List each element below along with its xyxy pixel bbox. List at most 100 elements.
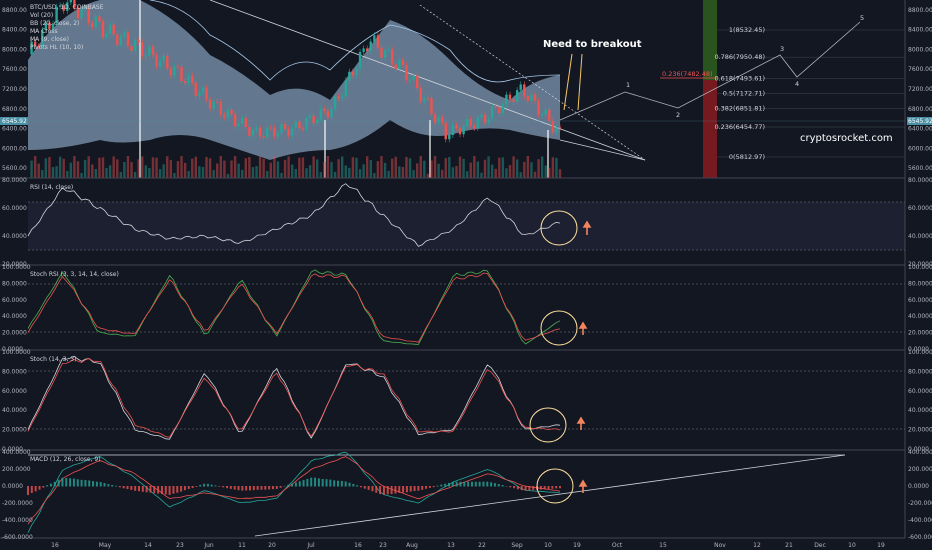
candle-body	[94, 16, 98, 27]
candle-body	[73, 0, 76, 8]
elliott-projection	[559, 21, 861, 121]
x-axis-tick: Aug	[406, 542, 418, 549]
candle-body	[512, 99, 515, 102]
candle-body	[133, 40, 137, 51]
candle-body	[515, 90, 519, 102]
price-tag-right: 6545.92	[908, 118, 932, 125]
y-axis-tick-left: 0.0000	[2, 483, 23, 490]
macd-histogram-bar	[375, 486, 378, 493]
volume-bar	[248, 157, 251, 178]
candle-body	[341, 96, 344, 99]
candle-body	[316, 119, 319, 124]
macd-histogram-bar	[210, 484, 213, 487]
volume-bar	[530, 162, 533, 178]
volume-bar	[348, 167, 351, 178]
candle-body	[483, 114, 487, 123]
legend-ma-cross: MA Cross	[30, 28, 58, 35]
volume-bar	[162, 164, 165, 178]
indicator-series-line	[27, 183, 561, 247]
candle-body	[173, 66, 176, 76]
candle-body	[405, 65, 408, 81]
candle-body	[51, 23, 55, 30]
macd-histogram-bar	[547, 486, 550, 490]
y-axis-tick-left: 20.0000	[2, 261, 27, 268]
volume-bar	[544, 165, 547, 178]
volume-bar	[37, 163, 40, 178]
rsi-title: RSI (14, close)	[30, 184, 73, 191]
x-axis-tick: Jul	[306, 542, 315, 549]
legend-pivots: Pivots HL (10, 10)	[30, 44, 83, 51]
candle-body	[262, 136, 265, 138]
y-axis-tick-left: 80.0000	[2, 368, 27, 375]
y-axis-tick-left: 20.0000	[2, 330, 27, 337]
candle-body	[269, 127, 272, 129]
volume-bar	[176, 161, 180, 178]
candle-body	[415, 75, 419, 89]
rsi-circle	[540, 210, 578, 246]
candle-body	[473, 125, 476, 129]
y-axis-tick-right: 80.0000	[908, 280, 932, 287]
volume-bar	[251, 167, 255, 178]
volume-bar	[508, 165, 512, 178]
y-axis-tick-right: 60.0000	[908, 388, 932, 395]
macd-histogram-bar	[432, 486, 435, 488]
volume-bar	[301, 157, 305, 178]
wave-label-3: 3	[780, 45, 784, 53]
x-axis-tick: 19	[573, 542, 581, 549]
volume-bar	[480, 172, 483, 178]
trendline-top	[209, 0, 646, 161]
candle-body	[233, 114, 237, 127]
macd-histogram-bar	[417, 486, 420, 491]
candle-body	[33, 41, 37, 47]
candle-body	[137, 40, 140, 43]
price-tick-right: 6400.00	[908, 126, 932, 133]
volume-bar	[337, 159, 340, 178]
macd-histogram-bar	[134, 486, 137, 491]
trendline-dotted	[419, 4, 646, 161]
macd-histogram-bar	[95, 481, 98, 487]
macd-histogram-bar	[398, 486, 401, 493]
y-axis-tick-left: 80.0000	[2, 177, 27, 184]
price-tick-right: 8000.00	[908, 46, 932, 53]
candle-body	[216, 101, 219, 103]
macd-histogram-bar	[34, 486, 37, 492]
x-axis-tick: Nov	[714, 542, 726, 549]
macd-histogram-bar	[172, 486, 175, 494]
macd-histogram-bar	[160, 486, 163, 495]
candle-body	[41, 30, 44, 47]
volume-bar	[383, 162, 387, 178]
y-axis-tick-left: 20.0000	[2, 427, 27, 434]
candle-body	[116, 34, 119, 45]
legend-vol: Vol (20)	[30, 12, 53, 19]
candle-body	[212, 101, 215, 109]
macd-histogram-bar	[279, 486, 282, 488]
candle-body	[544, 109, 547, 115]
candle-body	[148, 46, 151, 56]
volume-bar	[419, 156, 422, 178]
y-axis-tick-right: 0.0000	[908, 483, 929, 490]
y-axis-tick-right: 100.0000	[908, 349, 932, 356]
candle-body	[144, 55, 148, 57]
candle-body	[223, 114, 226, 118]
volume-bar	[44, 158, 48, 178]
volume-bar	[444, 158, 447, 178]
candle-body	[305, 118, 308, 130]
candle-body	[369, 41, 372, 52]
macd-histogram-bar	[394, 486, 397, 494]
volume-bar	[423, 160, 426, 178]
volume-bar	[330, 162, 333, 178]
volume-bar	[226, 173, 230, 178]
macd-histogram-bar	[516, 486, 519, 490]
volume-bar	[198, 166, 201, 178]
x-axis-tick: 20	[268, 542, 276, 549]
breakout-label: Need to breakout	[543, 39, 642, 50]
macd-histogram-bar	[153, 486, 156, 494]
price-tick-left: 5600.00	[2, 165, 27, 172]
candle-body	[187, 75, 190, 83]
macd-histogram-bar	[356, 485, 359, 487]
candle-body	[365, 48, 369, 52]
candle-body	[280, 124, 283, 133]
volume-bar	[208, 158, 212, 178]
macd-histogram-bar	[459, 481, 462, 487]
macd-histogram-bar	[183, 486, 186, 491]
